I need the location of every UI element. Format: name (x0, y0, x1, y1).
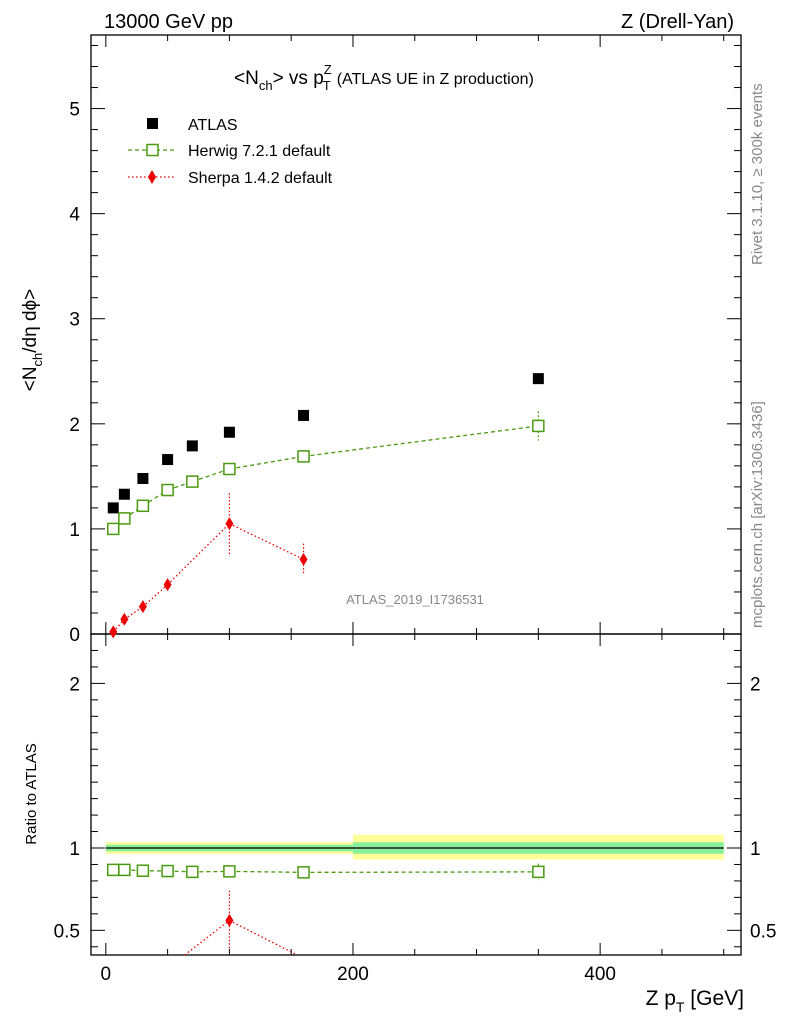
sherpa-line-segment (229, 523, 304, 560)
legend: ATLAS Herwig 7.2.1 default Sherpa 1.4.2 … (128, 117, 333, 187)
y-axis-label-ratio: Ratio to ATLAS (23, 743, 40, 844)
sherpa-point (163, 578, 172, 592)
legend-label-atlas: ATLAS (188, 117, 238, 134)
herwig-point (186, 865, 199, 879)
atlas-point (223, 426, 235, 438)
y-tick-label-main: 1 (69, 520, 80, 541)
y-tick-label-ratio-right: 2 (750, 674, 761, 695)
herwig-point (106, 863, 120, 877)
herwig-point (106, 522, 120, 536)
y-tick-label-ratio: 2 (69, 674, 80, 695)
x-tick-label: 400 (584, 964, 616, 985)
herwig-point (532, 419, 545, 433)
atlas-point (107, 502, 119, 514)
sherpa-line-segment (184, 919, 230, 956)
atlas-point (137, 472, 149, 484)
rivet-version: Rivet 3.1.10, ≥ 300k events (749, 83, 766, 265)
header-right: Z (Drell-Yan) (621, 11, 734, 33)
y-tick-label-ratio: 1 (69, 839, 80, 860)
herwig-point (118, 863, 131, 877)
atlas-point (532, 373, 544, 385)
y-tick-label-main: 5 (69, 100, 80, 121)
ratio-plot-frame (90, 633, 742, 956)
x-axis-label: Z pT [GeV] (646, 987, 744, 1015)
atlas-point (186, 440, 198, 452)
herwig-point (136, 499, 150, 513)
y-tick-label-ratio-right: 0.5 (750, 921, 776, 942)
sherpa-line-segment (112, 618, 125, 633)
y-tick-label-main: 0 (69, 625, 80, 646)
x-tick-label: 200 (337, 964, 369, 985)
herwig-point (161, 864, 174, 878)
herwig-line-segment (229, 455, 304, 470)
herwig-point (186, 475, 199, 488)
legend-label-sherpa: Sherpa 1.4.2 default (188, 170, 333, 187)
plot-title: <Nch> vs pZ T (ATLAS UE in Z production) (234, 62, 534, 93)
sherpa-point (138, 600, 147, 614)
herwig-point (297, 866, 310, 879)
sherpa-point (299, 552, 308, 566)
y-tick-label-main: 4 (69, 205, 80, 226)
y-tick-label-ratio-right: 1 (750, 839, 761, 860)
sherpa-line-segment (167, 523, 230, 586)
legend-marker-herwig (146, 143, 159, 157)
x-tick-label: 0 (101, 964, 112, 985)
analysis-watermark: ATLAS_2019_I1736531 (346, 592, 484, 607)
sherpa-point (225, 913, 234, 927)
atlas-point (298, 409, 310, 421)
y-tick-label-main: 2 (69, 415, 80, 436)
y-tick-label-ratio: 0.5 (54, 921, 80, 942)
sherpa-line-segment (142, 584, 169, 608)
sherpa-point (225, 517, 234, 531)
herwig-line-segment (303, 425, 539, 458)
sherpa-line-segment (229, 919, 298, 956)
herwig-point (297, 450, 310, 463)
legend-marker-atlas (147, 118, 158, 129)
herwig-point (136, 864, 150, 877)
herwig-point (532, 865, 545, 879)
herwig-point (223, 865, 236, 878)
header-left: 13000 GeV pp (104, 11, 233, 33)
atlas-point (118, 488, 130, 500)
herwig-point (161, 483, 174, 497)
y-axis-label-main: <Nch/dη dϕ> (20, 289, 45, 392)
herwig-point (223, 462, 236, 476)
sherpa-point (109, 625, 118, 639)
sherpa-point (120, 612, 129, 626)
atlas-point (162, 454, 174, 466)
legend-marker-sherpa (148, 170, 156, 184)
herwig-line-segment (229, 870, 304, 874)
legend-label-herwig: Herwig 7.2.1 default (188, 143, 331, 160)
y-tick-label-main: 3 (69, 310, 80, 331)
mcplots-reference: mcplots.cern.ch [arXiv:1306.3436] (749, 401, 766, 628)
herwig-point (118, 512, 131, 525)
